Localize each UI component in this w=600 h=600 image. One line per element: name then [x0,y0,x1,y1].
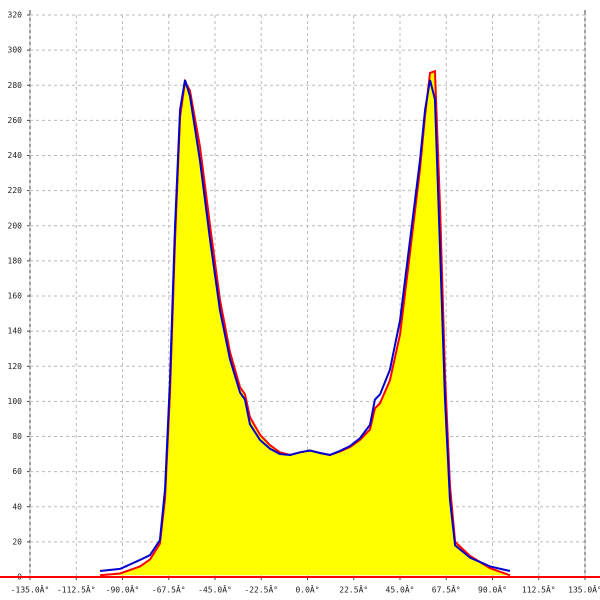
x-tick-label: -67.5Â° [152,584,186,595]
y-tick-label: 40 [12,502,22,511]
x-tick-label: 90.0Â° [478,584,507,595]
y-tick-label: 280 [8,81,23,90]
y-tick-label: 160 [8,292,23,301]
y-tick-label: 240 [8,151,23,160]
y-tick-label: 140 [8,327,23,336]
y-tick-label: 120 [8,362,23,371]
y-tick-label: 20 [12,537,22,546]
y-tick-label: 200 [8,221,23,230]
x-tick-label: -90.0Â° [106,584,140,595]
series-line [99,79,511,573]
x-tick-label: 45.0Â° [386,584,415,595]
x-tick-label: -22.5Â° [244,584,278,595]
y-tick-label: 220 [8,186,23,195]
y-tick-label: 80 [12,432,22,441]
y-tick-label: 260 [8,116,23,125]
x-tick-label: 112.5Â° [522,584,556,595]
x-tick-label: -45.0Â° [198,584,232,595]
x-tick-label: -112.5Â° [57,584,96,595]
x-tick-label: 22.5Â° [339,584,368,595]
x-tick-label: 67.5Â° [432,584,461,595]
y-tick-label: 300 [8,46,23,55]
y-tick-label: 320 [8,11,23,20]
y-tick-label: 100 [8,397,23,406]
x-tick-label: 135.0Â° [568,584,600,595]
x-tick-label: -135.0Â° [11,584,50,595]
y-tick-label: 60 [12,467,22,476]
y-tick-label: 180 [8,256,23,265]
x-tick-label: 0.0Â° [295,584,319,595]
series-line [100,69,511,577]
